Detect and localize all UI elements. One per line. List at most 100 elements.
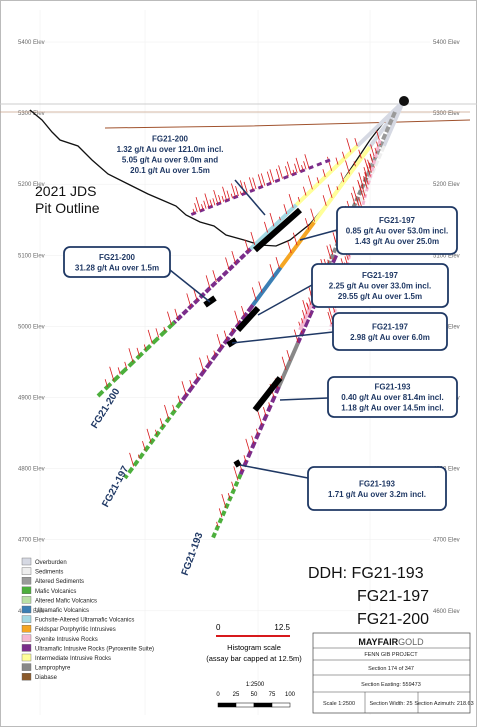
assay-bar <box>147 329 153 344</box>
assay-bar <box>354 137 358 147</box>
title-block <box>312 632 471 714</box>
assay-bar <box>302 310 306 319</box>
collar <box>399 96 409 106</box>
assay-bar <box>304 218 310 230</box>
leader <box>279 397 329 401</box>
legend-swatch <box>21 625 32 633</box>
assay-bar <box>218 194 222 204</box>
histogram-max: 12.5 <box>274 623 290 632</box>
legend-swatch <box>21 663 32 671</box>
assay-bar <box>251 287 257 301</box>
assay-bar <box>260 173 266 186</box>
assay-bar <box>231 481 235 490</box>
callout-line: 1.18 g/t Au over 14.5m incl. <box>341 404 443 413</box>
legend-label: Lamprophyre <box>35 666 71 672</box>
hole-segment <box>326 176 369 266</box>
assay-bar <box>278 165 283 179</box>
assay-bar <box>266 171 272 184</box>
assay-bar <box>212 198 216 206</box>
assay-bar <box>199 357 205 372</box>
assay-bar <box>186 293 192 307</box>
leader <box>234 179 266 216</box>
assay-bar <box>129 452 135 467</box>
assay-bar <box>231 183 236 198</box>
elev-label-left: 4900 Elev <box>18 396 45 402</box>
assay-bar <box>193 289 198 301</box>
assay-bar <box>322 195 327 206</box>
callout-line: 0.85 g/t Au over 53.0m incl. <box>346 227 448 236</box>
assay-bar <box>206 355 210 364</box>
assay-bar <box>327 184 333 198</box>
hole-segment <box>96 321 176 398</box>
callout-line: 2.25 g/t Au over 33.0m incl. <box>329 282 431 291</box>
assay-bar <box>369 154 374 164</box>
assay-bar <box>163 327 166 332</box>
scale: Scale 1:2500 <box>323 701 355 707</box>
pit-label: Pit Outline <box>35 200 100 216</box>
scale-tick: 100 <box>285 692 296 698</box>
elev-label-right: 5400 Elev <box>433 40 460 46</box>
scale-tick: 0 <box>216 692 220 698</box>
assay-bar <box>231 250 236 264</box>
legend-swatch <box>21 673 32 681</box>
assay-bar <box>301 318 304 324</box>
assay-bar <box>231 328 234 333</box>
assay-bar <box>316 177 320 184</box>
assay-bar <box>189 379 193 388</box>
assay-bar <box>297 196 300 202</box>
legend-label: Sediments <box>35 570 63 576</box>
legend-label: Fuchsite-Altered Ultramafic Volcanics <box>35 618 134 624</box>
assay-bar <box>233 466 239 481</box>
hole-segment <box>172 247 252 324</box>
legend-label: Altered Mafic Volcanics <box>35 598 97 604</box>
callout-title: FG21-197 <box>372 322 409 331</box>
legend-label: Ultramafic Intrusive Rocks (Pyroxenite S… <box>35 646 154 652</box>
assay-bar <box>104 379 108 388</box>
intercept <box>252 376 283 412</box>
assay-bar <box>370 144 376 159</box>
assay-bar <box>303 161 307 170</box>
assay-bar <box>192 208 195 214</box>
assay-bar <box>258 281 263 293</box>
callout-box <box>63 246 171 278</box>
legend-swatch <box>21 577 32 585</box>
leader <box>257 284 313 316</box>
assay-bar <box>243 455 247 463</box>
assay-bar <box>239 180 245 194</box>
elev-label-right: 5200 Elev <box>433 182 460 188</box>
assay-bar <box>363 176 368 189</box>
assay-bar <box>239 191 242 195</box>
assay-bar <box>294 163 298 173</box>
assay-bar <box>288 194 294 208</box>
hole-segment <box>238 385 281 476</box>
callout-line: 31.28 g/t Au over 1.5m <box>75 263 159 272</box>
callout-line: 1.71 g/t Au over 3.2m incl. <box>328 490 426 499</box>
assay-bar <box>223 330 228 341</box>
assay-bar <box>310 208 315 222</box>
assay-bar <box>241 305 245 317</box>
callout-line: 29.55 g/t Au over 1.5m <box>338 292 422 301</box>
legend-swatch <box>21 634 32 642</box>
intercept <box>233 459 242 468</box>
assay-bar <box>292 232 298 246</box>
assay-bar <box>109 366 115 381</box>
assay-bar <box>374 147 378 154</box>
assay-bar <box>268 402 271 407</box>
width: Section Width: 25 <box>369 701 412 707</box>
callout-line: 0.40 g/t Au over 81.4m incl. <box>341 393 443 402</box>
callout-title: FG21-193 <box>374 383 411 392</box>
callout-line: 1.32 g/t Au over 121.0m incl. <box>117 145 224 154</box>
assay-bar <box>252 177 257 190</box>
elev-label-left: 5100 Elev <box>18 253 45 259</box>
histogram-note: (assay bar capped at 12.5m) <box>206 654 302 663</box>
hole-segment <box>249 203 298 251</box>
assay-bar <box>368 162 372 168</box>
assay-bar <box>307 175 313 190</box>
assay-bar <box>344 256 348 265</box>
assay-bar <box>328 307 333 321</box>
assay-bar <box>287 241 292 254</box>
assay-bar <box>216 521 219 527</box>
hole-segment <box>277 342 300 388</box>
